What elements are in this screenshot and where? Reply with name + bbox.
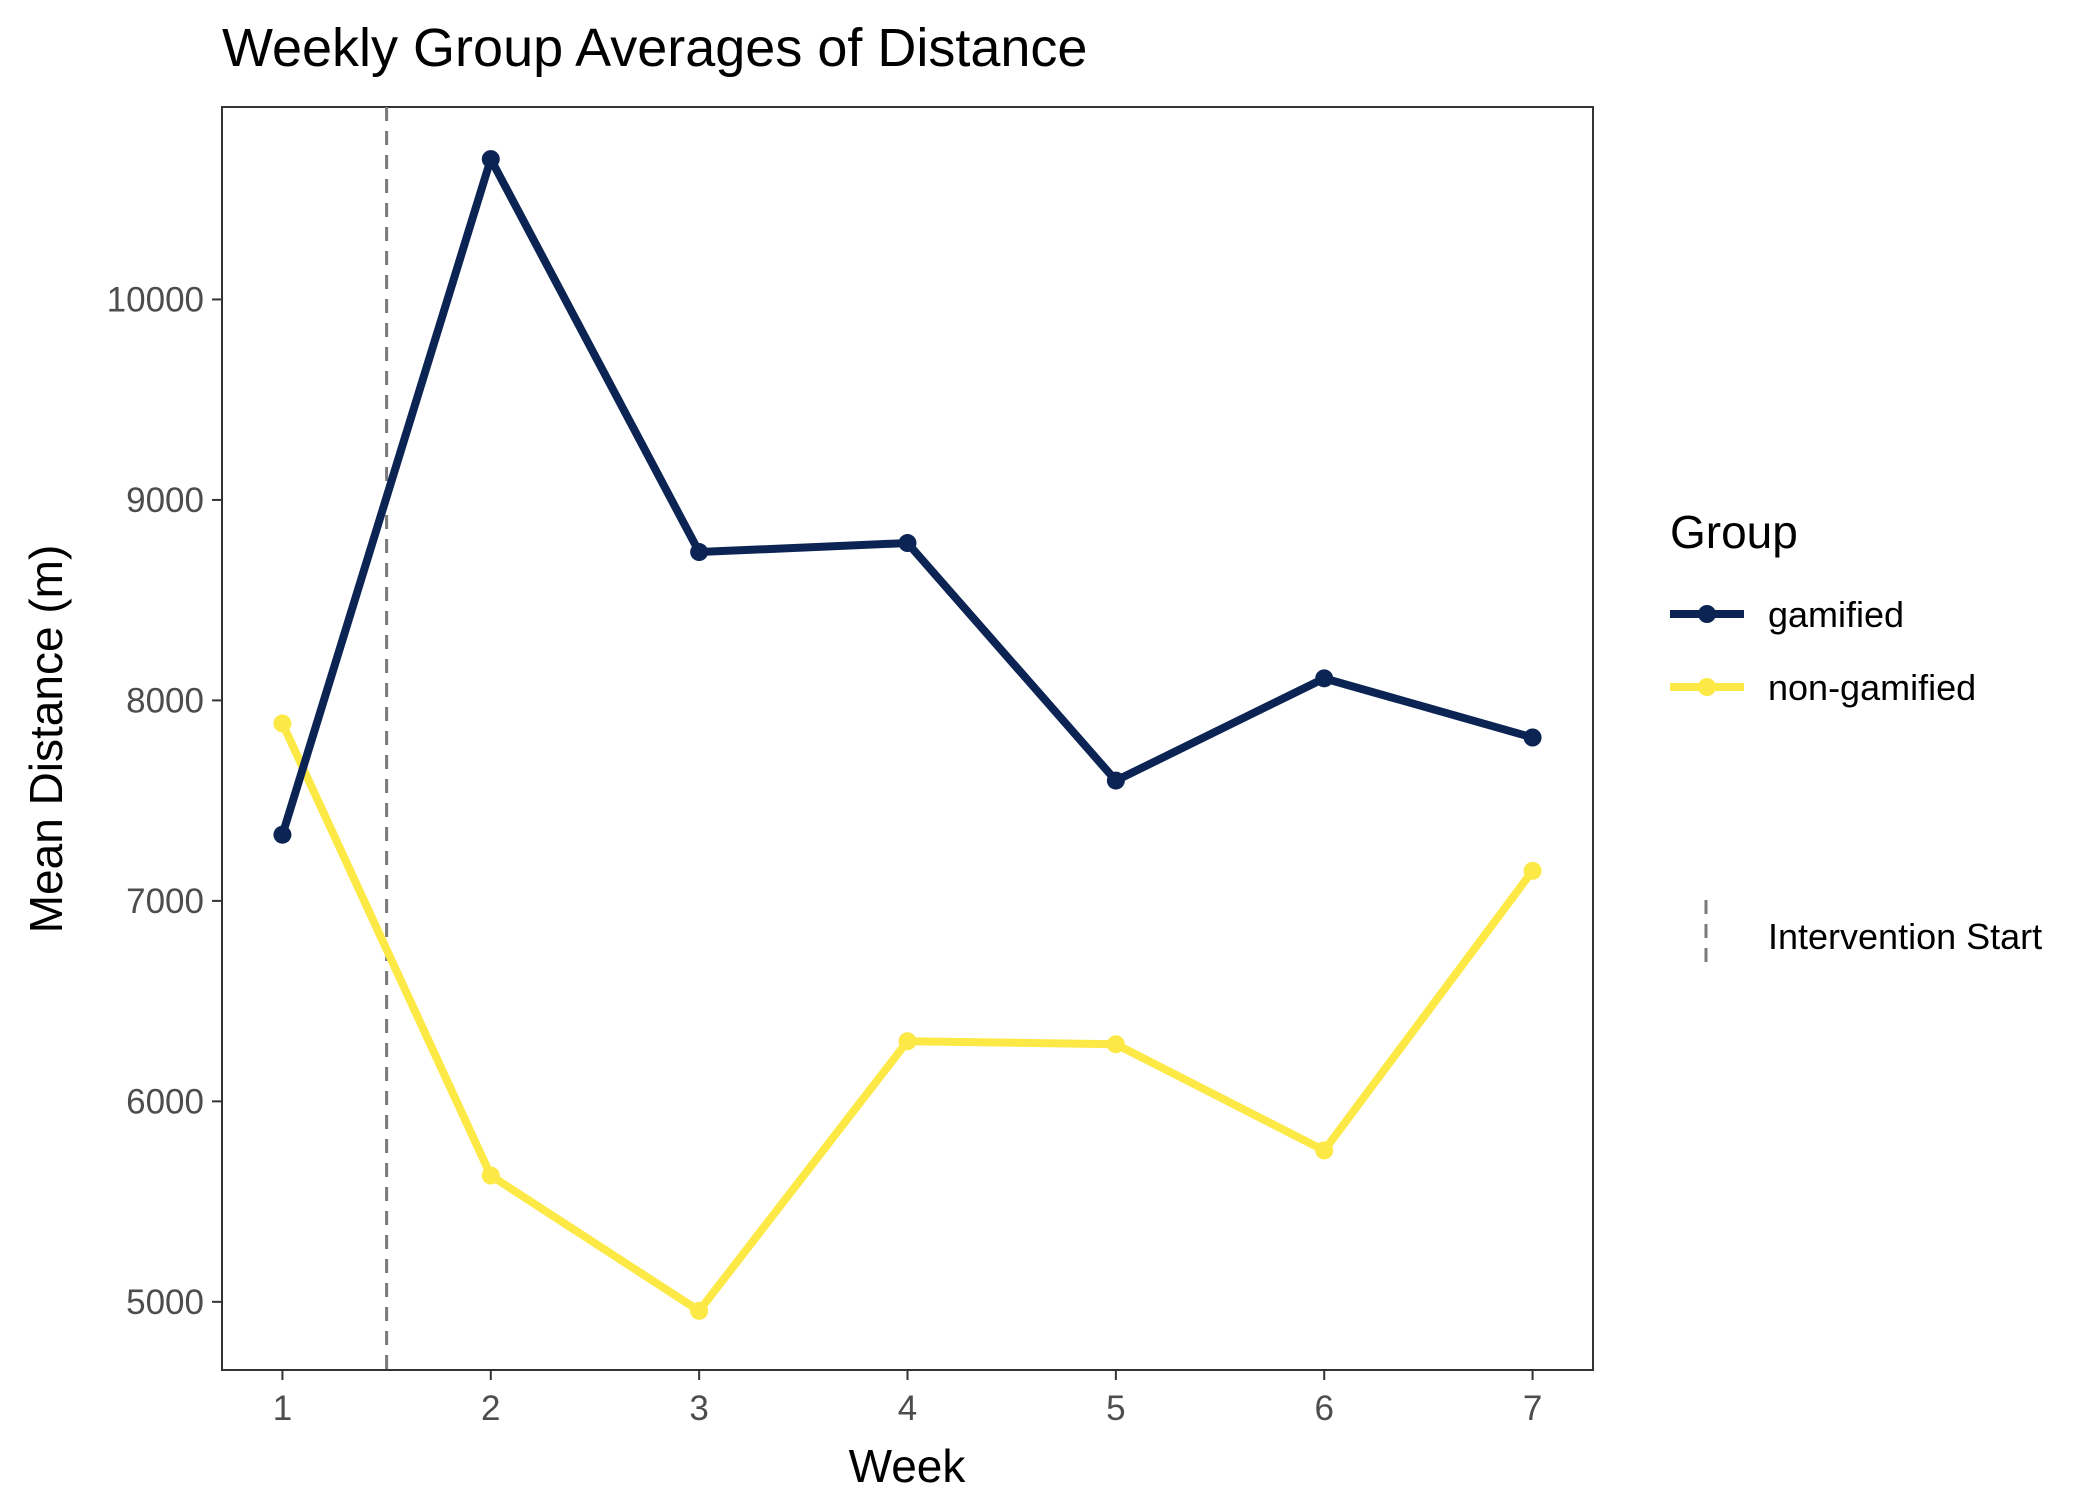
legend-label: gamified	[1768, 594, 1904, 635]
y-axis-title: Mean Distance (m)	[20, 545, 72, 934]
x-tick-label: 4	[898, 1389, 917, 1428]
x-tick-label: 7	[1523, 1389, 1542, 1428]
chart-title: Weekly Group Averages of Distance	[222, 18, 1087, 78]
plot-panel	[221, 106, 1594, 1371]
legend-label: non-gamified	[1768, 667, 1976, 708]
x-axis-title: Week	[849, 1440, 967, 1492]
series-layer	[273, 150, 1542, 1320]
data-point	[1523, 861, 1542, 880]
data-point	[690, 543, 709, 562]
data-point	[898, 1032, 917, 1051]
series-non-gamified	[273, 714, 1542, 1320]
data-point	[898, 534, 917, 553]
data-point	[273, 825, 292, 844]
series-gamified	[273, 150, 1542, 844]
data-point	[481, 150, 500, 169]
data-point	[481, 1166, 500, 1185]
data-point	[1315, 1141, 1334, 1160]
legend-key-point	[1698, 605, 1716, 623]
legend-reference-label: Intervention Start	[1768, 916, 2042, 957]
legend-reference-entry: Intervention Start	[1704, 900, 2042, 972]
legend-key-point	[1698, 678, 1716, 696]
y-tick-label: 8000	[126, 681, 204, 720]
legend-items: gamified non-gamified	[1670, 594, 1976, 708]
data-point	[273, 714, 292, 733]
x-tick-label: 1	[273, 1389, 292, 1428]
data-point	[1523, 728, 1542, 747]
x-tick-label: 6	[1314, 1389, 1333, 1428]
y-tick-label: 6000	[126, 1082, 204, 1121]
x-axis: 1 2 3 4 5 6 7	[273, 1370, 1542, 1428]
legend-item-non-gamified: non-gamified	[1670, 667, 1976, 708]
y-tick-label: 10000	[107, 280, 204, 319]
data-point	[690, 1301, 709, 1320]
x-tick-label: 3	[689, 1389, 708, 1428]
x-tick-label: 5	[1106, 1389, 1125, 1428]
y-tick-label: 9000	[126, 481, 204, 520]
y-tick-label: 5000	[126, 1283, 204, 1322]
data-point	[1106, 1035, 1125, 1054]
x-tick-label: 2	[481, 1389, 500, 1428]
legend-title: Group	[1670, 506, 1798, 558]
legend: Group gamified non-gamified Intervention …	[1670, 506, 2042, 972]
legend-item-gamified: gamified	[1670, 594, 1904, 635]
y-tick-label: 7000	[126, 882, 204, 921]
y-axis: 5000 6000 7000 8000 9000 10000	[107, 280, 222, 1322]
data-point	[1106, 771, 1125, 790]
data-point	[1315, 669, 1334, 688]
